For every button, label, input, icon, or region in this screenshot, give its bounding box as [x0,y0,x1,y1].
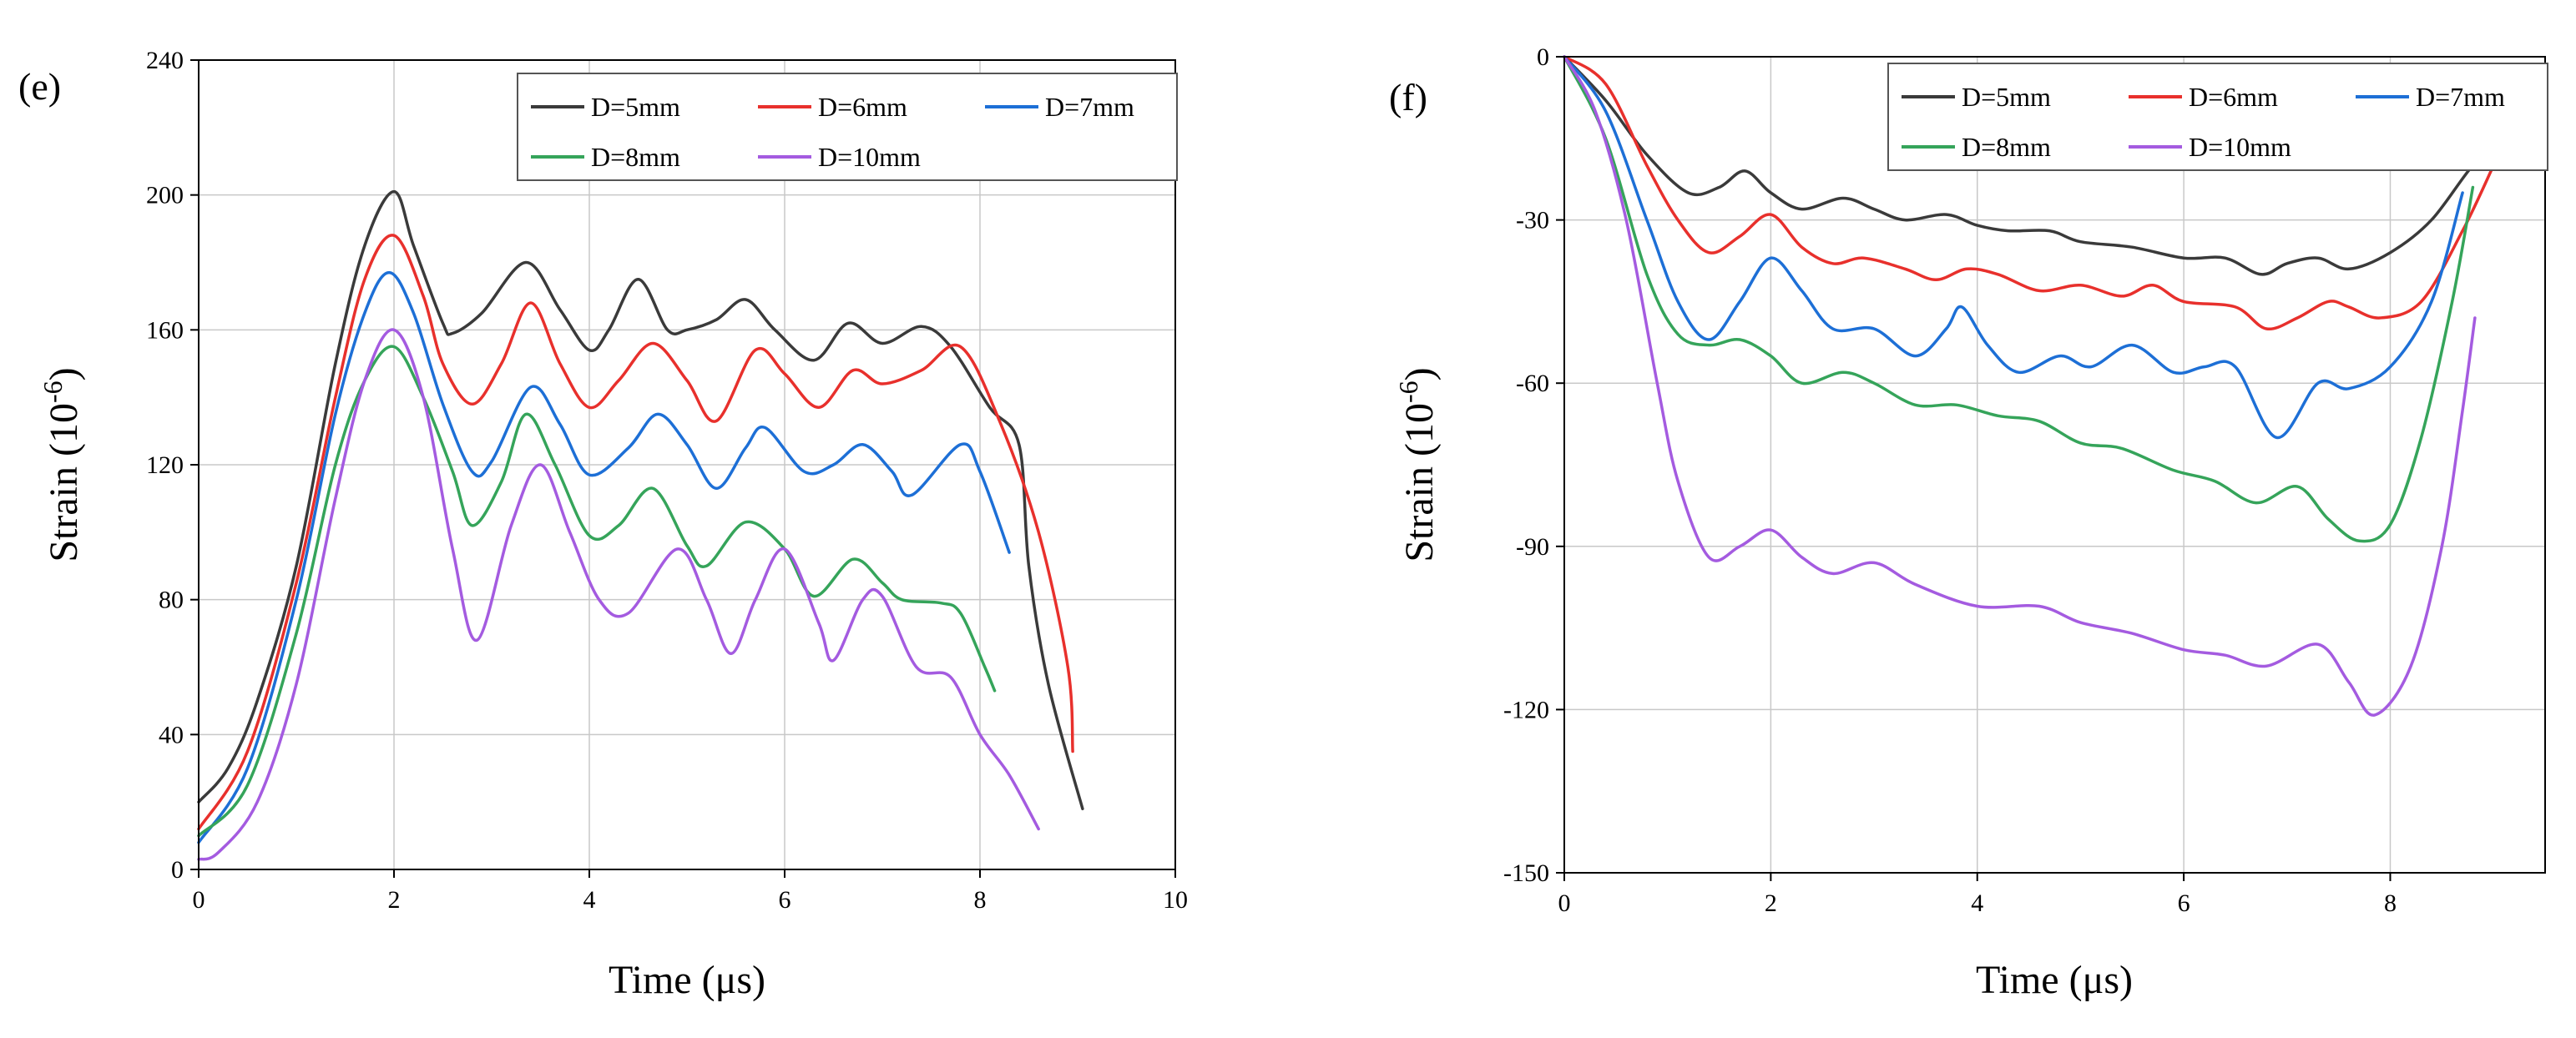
y-axis-label-close-f: ) [1397,367,1442,380]
x-tick-label: 0 [1558,889,1571,917]
grid-f [1563,56,2545,874]
series-line-d-6mm [197,234,1074,831]
y-tick-label: 40 [159,721,184,748]
series-line-d-8mm [1563,55,2475,543]
y-tick-label: 160 [146,316,184,344]
series-group-e [197,189,1084,861]
legend-label: D=7mm [1045,92,1134,122]
series-line-d-10mm [197,328,1040,861]
legend-e: D=5mm D=6mm D=7mm D=8mm D=10mm [517,73,1178,181]
y-tick-label: -150 [1503,859,1549,887]
y-axis-label-e: Strain (10-6) [38,367,86,562]
x-axis-label-f: Time (μs) [1976,958,2133,1002]
y-tick-label: -120 [1503,696,1549,723]
x-tick-label: 8 [2384,889,2397,917]
x-axis-label-e: Time (μs) [609,958,765,1002]
series-line-d-5mm [197,189,1084,811]
x-tick-label: 2 [1765,889,1777,917]
y-ticks-e: 0 40 80 120 160 200 240 [146,47,199,884]
x-tick-label: 10 [1163,886,1188,914]
x-ticks-e: 0 2 4 6 8 10 [193,869,1188,914]
chart-panel-f: (f) 0 2 4 6 8 -150 -120 -90 -60 -30 0 Time (μs) S… [1389,43,2548,1002]
x-tick-label: 6 [779,886,791,914]
series-line-d-6mm [1563,55,2495,331]
legend-f: D=5mm D=6mm D=7mm D=8mm D=10mm [1887,63,2548,171]
y-tick-label: -30 [1516,207,1549,234]
series-line-d-10mm [1563,55,2477,717]
grid-e [198,59,1176,870]
y-tick-label: 0 [1537,43,1549,71]
series-line-d-7mm [1563,55,2464,440]
y-tick-label: 0 [171,856,184,884]
y-ticks-f: -150 -120 -90 -60 -30 0 [1503,43,1564,887]
y-tick-label: -60 [1516,370,1549,397]
x-tick-label: 6 [2178,889,2190,917]
y-axis-label-main-e: Strain (10 [42,403,86,562]
plot-frame-f [1563,56,2546,874]
legend-label: D=10mm [818,142,921,172]
legend-frame-f [1887,63,2548,171]
x-tick-label: 2 [388,886,401,914]
y-tick-label: 200 [146,182,184,209]
x-tick-label: 4 [583,886,596,914]
panel-label-f: (f) [1389,76,1427,118]
series-line-d-8mm [197,345,997,838]
y-tick-label: 80 [159,587,184,614]
y-tick-label: -90 [1516,533,1549,561]
legend-label: D=7mm [2416,82,2505,112]
legend-frame-e [517,73,1178,181]
y-axis-label-main-f: Strain (10 [1397,403,1442,562]
y-tick-label: 120 [146,451,184,479]
panel-label-e: (e) [18,65,61,108]
x-tick-label: 4 [1971,889,1983,917]
x-tick-label: 0 [193,886,205,914]
legend-label: D=6mm [818,92,907,122]
y-axis-label-f: Strain (10-6) [1393,367,1442,562]
legend-label: D=8mm [591,142,680,172]
x-ticks-f: 0 2 4 6 8 [1558,873,2397,917]
legend-label: D=5mm [591,92,680,122]
legend-label: D=8mm [1962,132,2051,162]
series-group-f [1563,55,2495,717]
series-line-d-5mm [1563,55,2495,276]
y-axis-label-exp-e: -6 [38,380,68,403]
series-line-d-7mm [197,270,1011,844]
legend-label: D=10mm [2189,132,2291,162]
legend-label: D=5mm [1962,82,2051,112]
legend-label: D=6mm [2189,82,2278,112]
y-tick-label: 240 [146,47,184,74]
y-axis-label-close-e: ) [42,367,86,380]
y-axis-label-exp-f: -6 [1393,380,1423,403]
x-tick-label: 8 [974,886,987,914]
